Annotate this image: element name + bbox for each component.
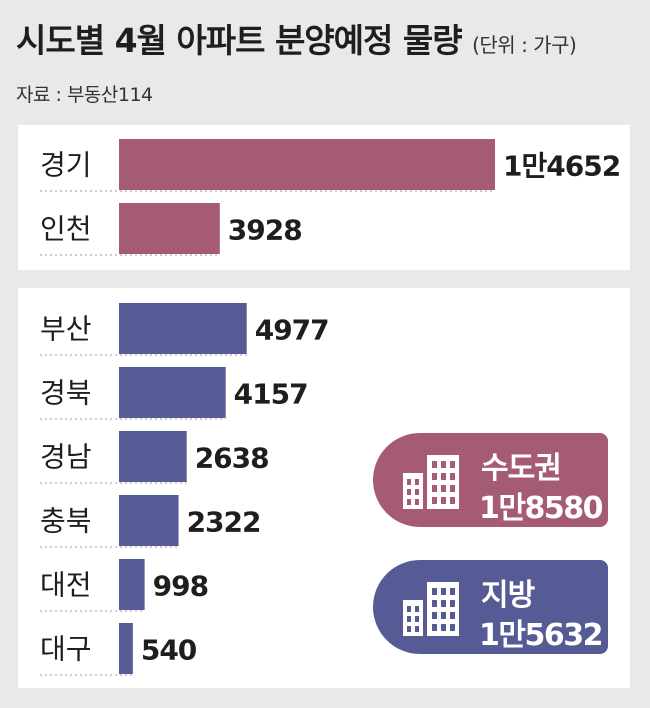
region-badge-label: 지방 — [481, 578, 535, 613]
category-label: 경북 — [40, 377, 92, 410]
value-label: 998 — [153, 570, 208, 603]
bar — [119, 495, 179, 546]
building-icon — [403, 455, 459, 509]
metro-total-badge: 수도권 1만8580 — [373, 433, 608, 527]
category-label: 충북 — [40, 505, 92, 538]
value-label: 540 — [141, 634, 197, 667]
unit-label: (단위 : 가구) — [472, 33, 577, 57]
region-total-badge: 지방 1만5632 — [373, 560, 608, 654]
building-icon — [403, 582, 459, 636]
metro-badge-label: 수도권 — [481, 451, 562, 486]
source-label: 자료 : 부동산114 — [16, 84, 153, 106]
category-label: 대구 — [40, 633, 92, 666]
category-label: 부산 — [40, 313, 92, 346]
bar — [119, 203, 220, 254]
region-badge-total: 1만5632 — [479, 618, 603, 653]
value-label: 3928 — [228, 214, 302, 247]
bar — [119, 139, 495, 190]
bar — [119, 431, 187, 482]
bar — [119, 559, 145, 610]
value-label: 4157 — [234, 378, 308, 411]
value-label: 1만4652 — [503, 150, 620, 183]
region-bar-chart: 부산 4977 경북 4157 경남 2638 충북 2322 대전 998 대구 540 — [40, 303, 330, 676]
bar — [119, 367, 226, 418]
metro-panel: 경기 1만4652 인천 3928 — [18, 125, 630, 270]
value-label: 2322 — [187, 506, 261, 539]
category-label: 경남 — [40, 441, 92, 474]
category-label: 경기 — [40, 149, 92, 182]
value-label: 2638 — [195, 442, 269, 475]
bar — [119, 623, 133, 674]
metro-badge-total: 1만8580 — [479, 491, 603, 526]
chart-title-text: 시도별 4월 아파트 분양예정 물량 — [16, 21, 463, 60]
category-label: 인천 — [40, 213, 92, 246]
metro-bar-chart: 경기 1만4652 인천 3928 — [40, 139, 621, 256]
chart-title: 시도별 4월 아파트 분양예정 물량 (단위 : 가구) — [16, 14, 577, 62]
category-label: 대전 — [40, 569, 92, 602]
value-label: 4977 — [255, 314, 329, 347]
bar — [119, 303, 247, 354]
